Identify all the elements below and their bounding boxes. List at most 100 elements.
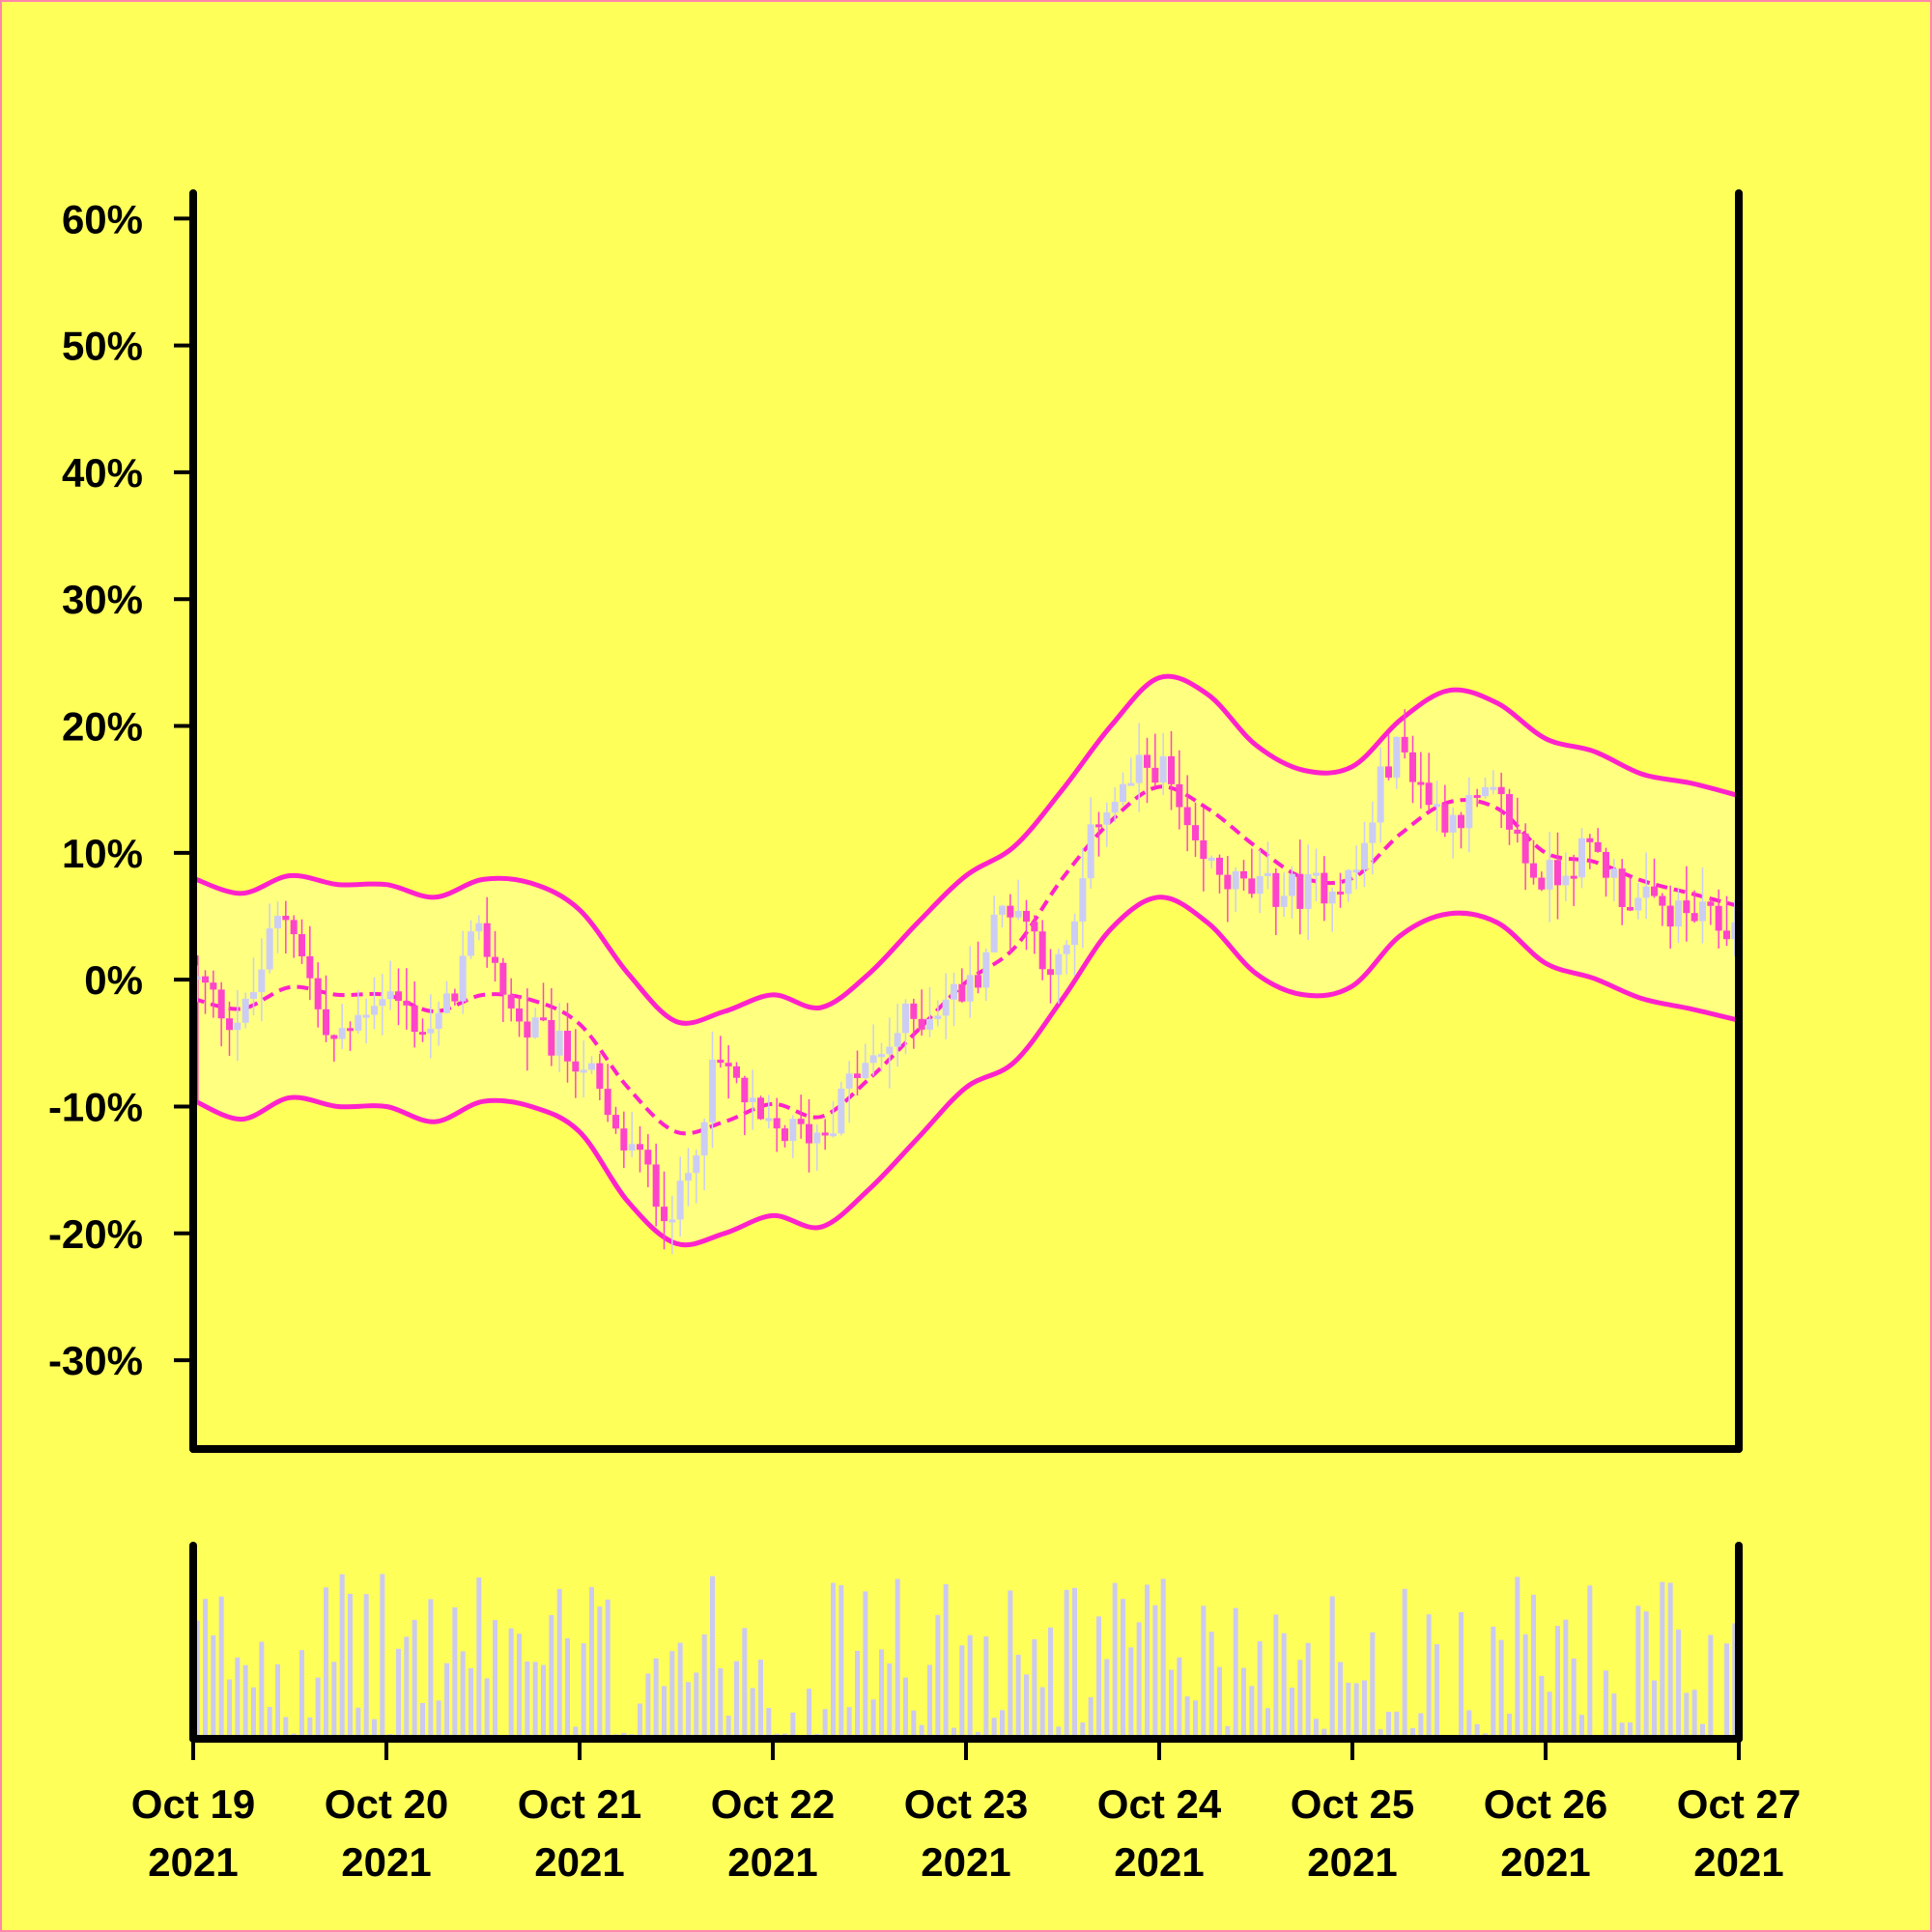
volume-bar bbox=[1353, 1683, 1359, 1739]
volume-bar bbox=[1177, 1657, 1182, 1739]
volume-bar bbox=[1370, 1632, 1376, 1739]
volume-bar bbox=[348, 1593, 353, 1739]
x-tick-label-year: 2021 bbox=[1693, 1839, 1783, 1885]
candle-body bbox=[741, 1077, 749, 1103]
candle-body bbox=[1256, 875, 1264, 895]
candle-body bbox=[990, 914, 998, 952]
volume-bar bbox=[701, 1634, 707, 1739]
volume-bar bbox=[879, 1649, 884, 1739]
candle-body bbox=[612, 1115, 619, 1129]
candle-body bbox=[1538, 877, 1546, 890]
volume-bar bbox=[525, 1661, 530, 1739]
candle-body bbox=[1723, 930, 1730, 940]
candle-body bbox=[1313, 872, 1320, 876]
candle-body bbox=[1111, 802, 1119, 813]
volume-bar bbox=[299, 1650, 304, 1739]
volume-bar bbox=[870, 1699, 876, 1739]
volume-bar bbox=[1104, 1659, 1110, 1739]
candle-body bbox=[1200, 839, 1208, 860]
candle-body bbox=[1401, 736, 1408, 753]
volume-bar bbox=[669, 1651, 675, 1739]
volume-bar bbox=[686, 1682, 691, 1739]
volume-bar bbox=[565, 1637, 570, 1739]
candle-body bbox=[1151, 767, 1159, 783]
candle-body bbox=[926, 1018, 933, 1030]
candle-body bbox=[355, 1014, 362, 1031]
volume-bar bbox=[1329, 1596, 1335, 1739]
volume-bar bbox=[1660, 1581, 1665, 1739]
candle-body bbox=[1248, 878, 1256, 895]
candle-body bbox=[1675, 900, 1682, 927]
volume-bar bbox=[218, 1596, 224, 1739]
candle-body bbox=[685, 1173, 692, 1181]
volume-bar bbox=[1547, 1691, 1552, 1739]
volume-bar bbox=[694, 1672, 699, 1739]
volume-bar bbox=[766, 1708, 772, 1739]
volume-bar bbox=[1732, 1623, 1738, 1739]
volume-bar bbox=[1160, 1578, 1166, 1739]
volume-bar bbox=[315, 1677, 321, 1739]
candle-body bbox=[1007, 905, 1014, 918]
candle-body bbox=[975, 975, 981, 988]
volume-bar bbox=[1611, 1693, 1617, 1739]
candle-body bbox=[371, 1006, 378, 1015]
candle-body bbox=[1216, 857, 1223, 875]
candle-body bbox=[1095, 824, 1102, 828]
candle-body bbox=[459, 955, 467, 1002]
x-tick-label-date: Oct 25 bbox=[1291, 1781, 1414, 1827]
volume-bar bbox=[235, 1657, 241, 1739]
volume-bar bbox=[1145, 1584, 1150, 1739]
candle-body bbox=[797, 1119, 805, 1124]
volume-bar bbox=[1056, 1726, 1062, 1739]
candle-body bbox=[1546, 860, 1553, 890]
volume-bar bbox=[1539, 1675, 1545, 1739]
candle-body bbox=[1023, 910, 1030, 923]
volume-bars bbox=[194, 1574, 1738, 1739]
y-tick-label: 0% bbox=[84, 957, 143, 1003]
volume-bar bbox=[1667, 1582, 1673, 1739]
volume-bar bbox=[895, 1578, 900, 1739]
volume-bar bbox=[952, 1727, 956, 1739]
candle-body bbox=[910, 1003, 918, 1019]
candle-body bbox=[644, 1150, 652, 1165]
candle-body bbox=[604, 1089, 611, 1116]
candle-body bbox=[637, 1144, 643, 1151]
volume-bar bbox=[1096, 1616, 1101, 1739]
candle-body bbox=[1731, 922, 1739, 940]
candle-body bbox=[330, 1035, 338, 1039]
volume-bar bbox=[983, 1636, 989, 1739]
volume-bar bbox=[1507, 1713, 1512, 1739]
volume-bar bbox=[581, 1643, 586, 1739]
candle-body bbox=[290, 920, 298, 935]
candle-body bbox=[1497, 786, 1505, 795]
candle-body bbox=[1715, 905, 1722, 931]
candle-body bbox=[379, 999, 386, 1007]
candle-body bbox=[765, 1118, 773, 1122]
candle-body bbox=[1361, 842, 1368, 870]
candle-body bbox=[854, 1073, 861, 1079]
candle-body bbox=[918, 1018, 925, 1030]
candle-body bbox=[886, 1046, 894, 1055]
candle-body bbox=[1458, 814, 1464, 829]
candle-body bbox=[1690, 913, 1698, 922]
candle-body bbox=[869, 1055, 877, 1064]
volume-bar bbox=[211, 1634, 216, 1739]
candle-body bbox=[217, 989, 225, 1019]
candle-body bbox=[1192, 825, 1199, 840]
candle-body bbox=[781, 1128, 788, 1142]
volume-bar bbox=[517, 1634, 522, 1739]
volume-bar bbox=[493, 1620, 497, 1739]
volume-bar bbox=[838, 1584, 844, 1739]
middle-band-line bbox=[192, 784, 1740, 1136]
tick-labels: 60% 50% 40% 30% 20% 10% 0% -10% -20% -30% Oct 19 20… bbox=[48, 196, 1801, 1885]
volume-bar bbox=[911, 1710, 917, 1739]
candle-body bbox=[314, 978, 322, 1009]
volume-bar bbox=[1225, 1725, 1231, 1739]
candle-body bbox=[700, 1122, 708, 1156]
candle-body bbox=[1168, 755, 1175, 784]
volume-bar bbox=[1072, 1587, 1077, 1739]
candle-body bbox=[1434, 804, 1440, 808]
candle-body bbox=[1264, 872, 1271, 876]
candle-body bbox=[347, 1028, 354, 1032]
candle-body bbox=[443, 993, 450, 1013]
